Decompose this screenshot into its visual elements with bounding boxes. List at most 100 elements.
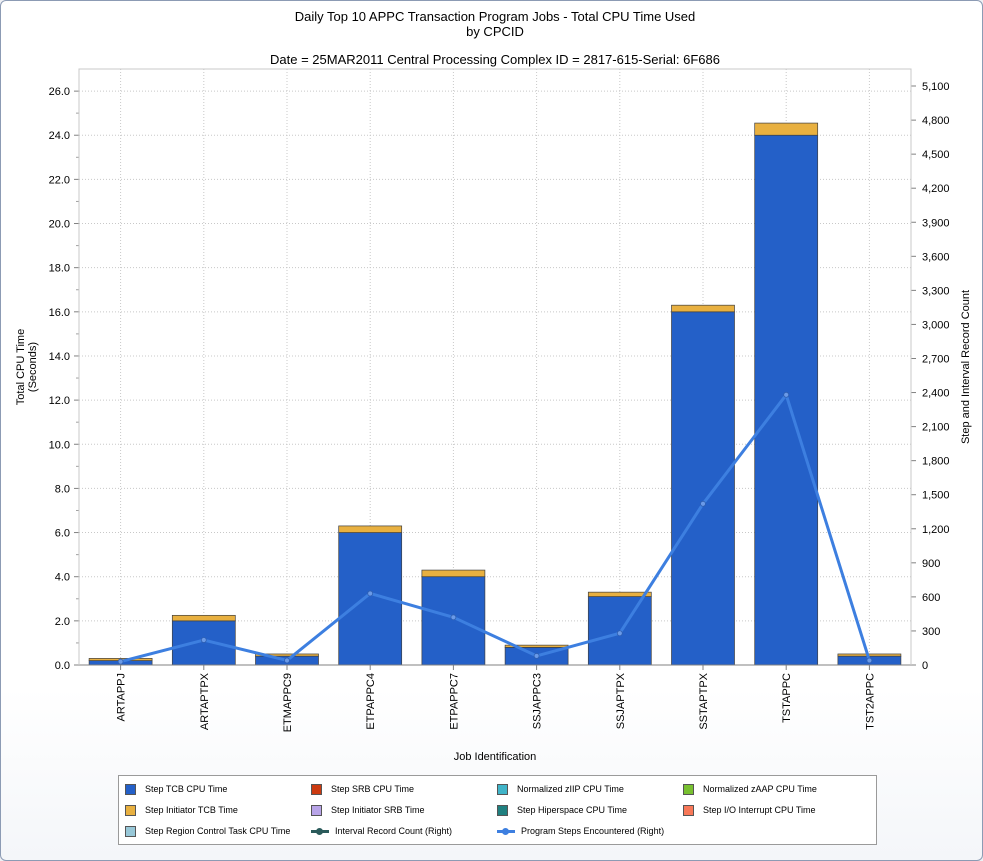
- y-tick-label: 26.0: [49, 86, 70, 98]
- y-axis-left: 0.0 2.0 4.0 6.0 8.0 10.0 12.0 14.0 16.0 18.0 20.0 2…: [49, 86, 79, 672]
- y-tick-label: 16.0: [49, 307, 70, 319]
- x-tick-label: ETPAPPC7: [448, 673, 460, 730]
- x-tick-label: TSTAPPC: [781, 673, 793, 723]
- line-point-program-steps: [783, 391, 790, 398]
- legend-swatch: [497, 804, 508, 816]
- y-tick-label: 20.0: [49, 219, 70, 231]
- bar-step-initiator-tcb-time: [587, 591, 652, 597]
- legend-item: Step Initiator SRB Time: [311, 802, 425, 818]
- bar-step-initiator-tcb-time: [671, 304, 735, 313]
- legend-item: Normalized zAAP CPU Time: [683, 781, 817, 797]
- x-tick-label: TST2APPC: [864, 673, 876, 730]
- legend-item: Normalized zIIP CPU Time: [497, 781, 624, 797]
- legend-swatch: [125, 804, 136, 816]
- line-point-program-steps: [367, 590, 374, 597]
- chart-title-line2: by CPCID: [466, 24, 524, 39]
- legend-swatch: [683, 804, 694, 816]
- y-tick-label: 8.0: [55, 483, 70, 495]
- line-point-program-steps: [700, 500, 706, 507]
- y2-tick-label: 300: [922, 626, 940, 638]
- legend-label: Step TCB CPU Time: [145, 784, 228, 794]
- legend-item: Step Initiator TCB Time: [125, 802, 238, 818]
- line-point-program-steps: [616, 630, 623, 637]
- y-axis-label: Total CPU Time: [15, 329, 27, 405]
- line-program-steps: [120, 393, 871, 664]
- x-tick-label: SSJAPPC3: [532, 673, 544, 729]
- legend-swatch: [683, 783, 694, 795]
- legend-swatch: [125, 825, 136, 837]
- legend-item: Step Region Control Task CPU Time: [125, 823, 290, 839]
- legend-label: Interval Record Count (Right): [335, 826, 453, 836]
- y2-tick-label: 3,600: [922, 251, 950, 263]
- legend-label: Step Initiator TCB Time: [145, 805, 238, 815]
- y2-tick-label: 2,100: [922, 422, 950, 434]
- x-axis-label: Job Identification: [454, 751, 537, 763]
- y-tick-label: 0.0: [55, 660, 70, 672]
- legend-item: Step TCB CPU Time: [125, 781, 227, 797]
- legend-label: Program Steps Encountered (Right): [521, 826, 665, 836]
- legend-label: Step I/O Interrupt CPU Time: [703, 805, 816, 815]
- y2-tick-label: 3,300: [922, 285, 950, 297]
- bar-step-tcb-cpu-time: [671, 311, 735, 666]
- y2-tick-label: 900: [922, 558, 940, 570]
- legend-item: Step I/O Interrupt CPU Time: [683, 802, 816, 818]
- y-tick-label: 12.0: [49, 395, 70, 407]
- x-tick-label: ARTAPTPX: [199, 672, 211, 730]
- y2-tick-label: 2,700: [922, 353, 950, 365]
- y-tick-label: 4.0: [55, 572, 70, 584]
- y2-tick-label: 3,900: [922, 217, 950, 229]
- legend-swatch: [125, 783, 136, 795]
- x-tick-label: ARTAPPJ: [116, 673, 128, 722]
- y2-tick-label: 2,400: [922, 388, 950, 400]
- y-tick-label: 10.0: [49, 439, 70, 451]
- legend-label: Step Initiator SRB Time: [331, 805, 425, 815]
- x-tick-label: SSTAPTPX: [698, 672, 710, 729]
- legend-swatch: [311, 783, 322, 795]
- legend-swatch: [497, 826, 515, 837]
- y-tick-label: 24.0: [49, 130, 70, 142]
- bar-step-initiator-tcb-time: [171, 614, 236, 622]
- y2-tick-label: 1,500: [922, 490, 950, 502]
- legend: Step TCB CPU Time Step SRB CPU Time Normal…: [118, 775, 877, 845]
- bar-step-initiator-tcb-time: [421, 569, 486, 578]
- line-point-program-steps: [866, 657, 873, 664]
- y2-tick-label: 5,100: [922, 81, 950, 93]
- y2-tick-label: 4,800: [922, 115, 950, 127]
- legend-item: Program Steps Encountered (Right): [497, 823, 664, 839]
- y2-axis-label: Step and Interval Record Count: [960, 290, 972, 444]
- y-tick-label: 18.0: [49, 263, 70, 275]
- y2-tick-label: 600: [922, 592, 940, 604]
- bar-step-initiator-tcb-time: [255, 653, 319, 657]
- bar-step-initiator-tcb-time: [338, 525, 403, 533]
- x-tick-label: SSJAPTPX: [615, 672, 627, 729]
- legend-label: Step Region Control Task CPU Time: [145, 826, 291, 836]
- x-axis: ARTAPPJ ARTAPTPX ETMAPPC9 ETPAPPC4 ETPAPPC7 S…: [116, 665, 876, 732]
- line-point-program-steps: [450, 614, 457, 621]
- x-tick-label: ETMAPPC9: [282, 673, 294, 732]
- y-tick-label: 22.0: [49, 174, 70, 186]
- legend-item: Step Hiperspace CPU Time: [497, 802, 627, 818]
- line-layer: [117, 391, 873, 665]
- legend-item: Interval Record Count (Right): [311, 823, 452, 839]
- bar-step-initiator-tcb-time: [754, 122, 819, 136]
- y-tick-label: 14.0: [49, 351, 70, 363]
- line-point-program-steps: [284, 657, 290, 664]
- chart-title: Daily Top 10 APPC Transaction Program Jo…: [295, 9, 696, 24]
- line-point-program-steps: [533, 653, 540, 659]
- y2-tick-label: 1,200: [922, 524, 950, 536]
- y-tick-label: 2.0: [55, 616, 70, 628]
- legend-label: Normalized zIIP CPU Time: [517, 784, 624, 794]
- bar-step-tcb-cpu-time: [171, 620, 236, 666]
- bar-step-tcb-cpu-time: [754, 134, 819, 666]
- legend-swatch: [311, 826, 329, 837]
- y2-tick-label: 4,500: [922, 149, 950, 161]
- legend-label: Step Hiperspace CPU Time: [517, 805, 628, 815]
- legend-swatch: [311, 804, 322, 816]
- y2-tick-label: 3,000: [922, 319, 950, 331]
- y-axis-right: 0 300 600 900 1,200 1,500 1,800 2,100 2,400 2,700…: [911, 81, 950, 672]
- legend-label: Step SRB CPU Time: [331, 784, 415, 794]
- line-point-program-steps: [117, 658, 124, 665]
- y-tick-label: 6.0: [55, 528, 70, 540]
